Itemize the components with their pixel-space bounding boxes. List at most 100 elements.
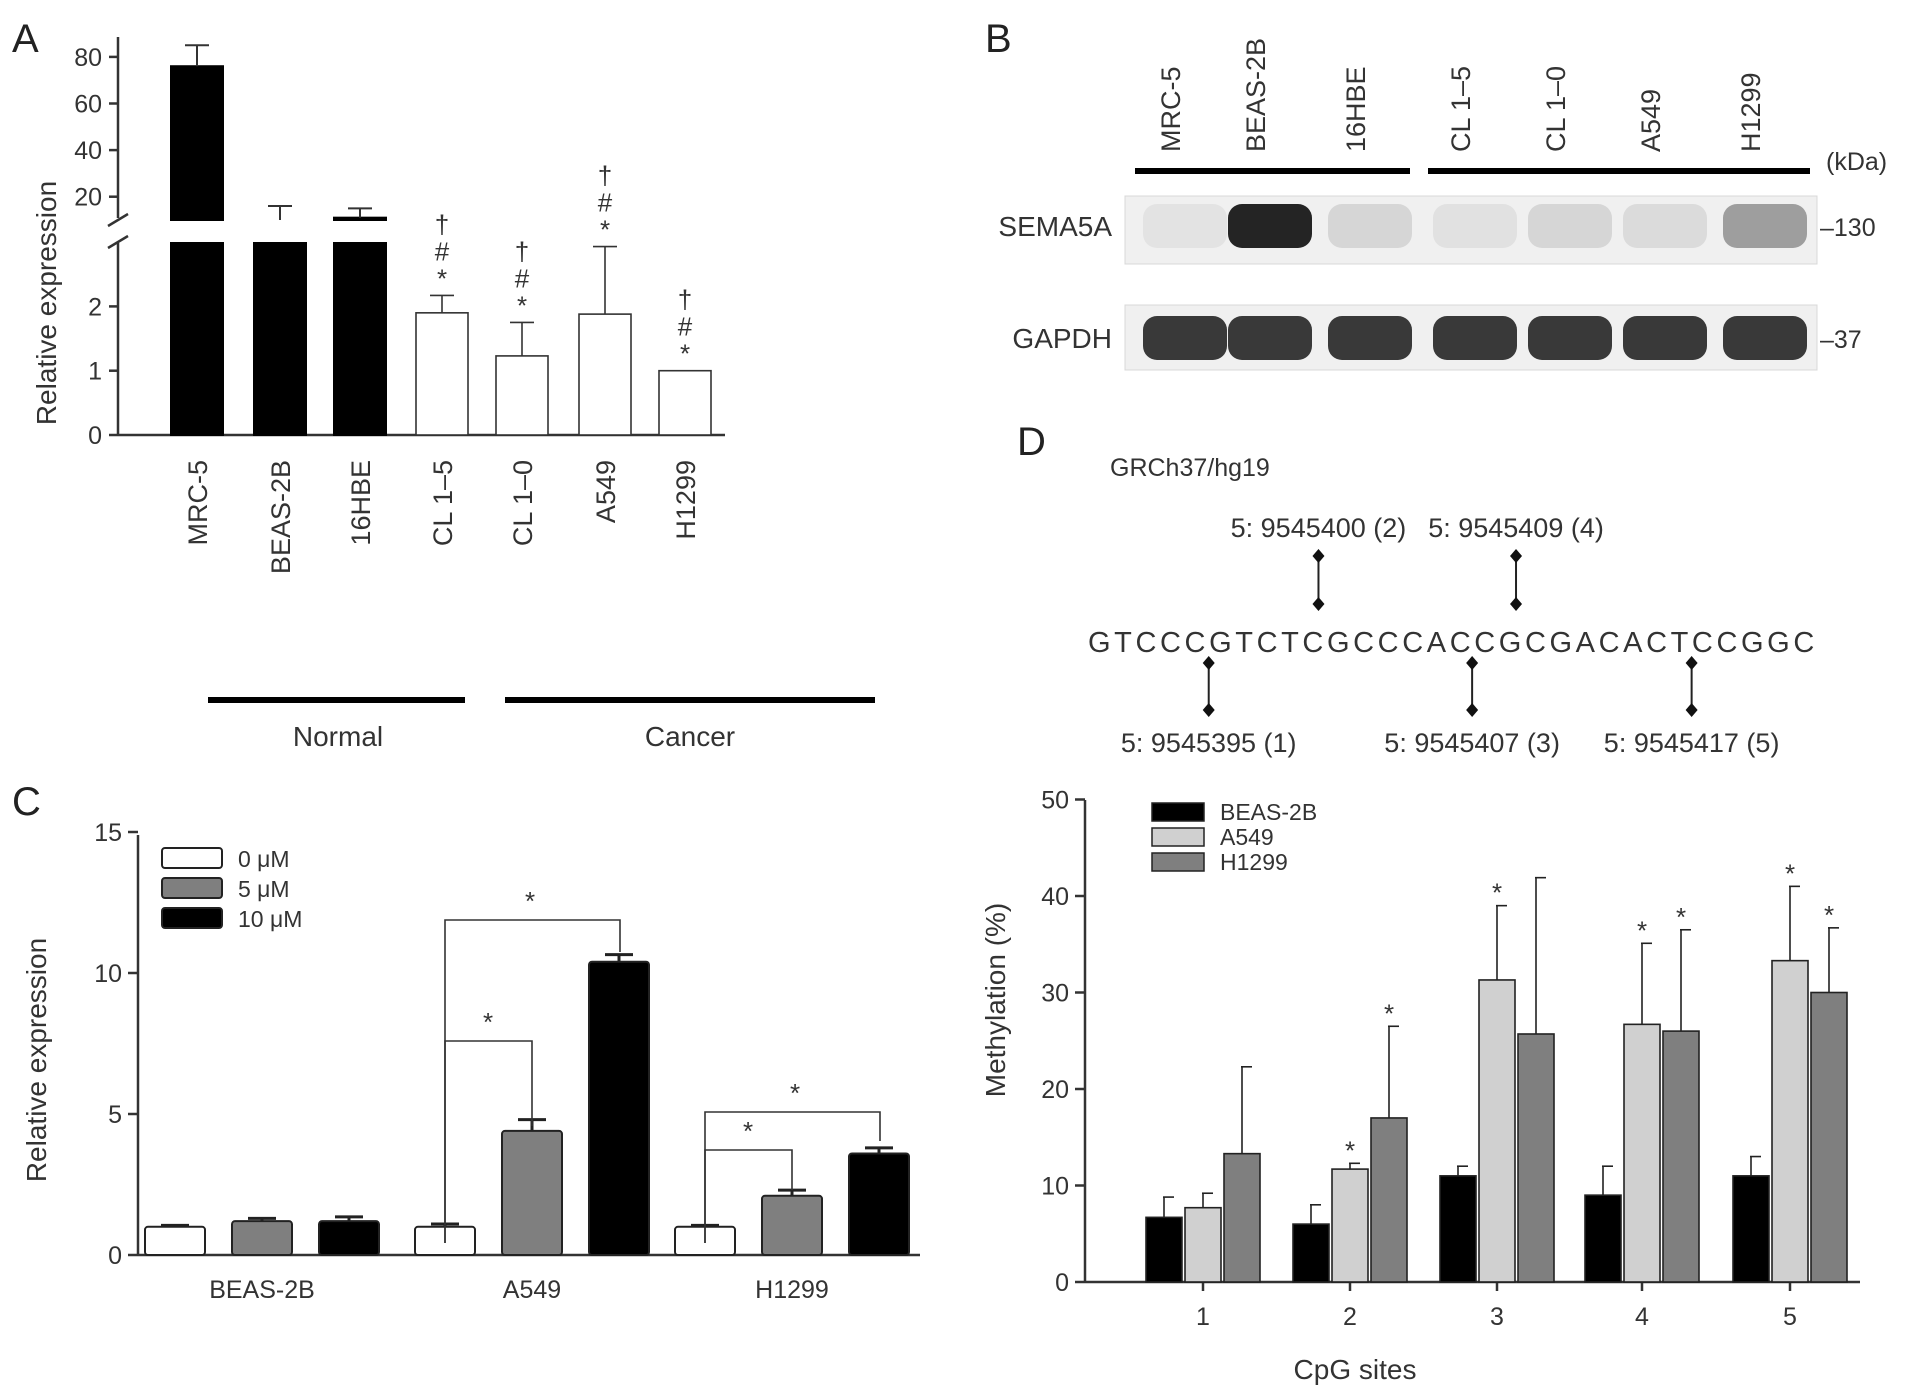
panel-d-xlabel: CpG sites [1294,1354,1417,1385]
panel-a-bar [495,355,549,436]
panel-d-bar [1623,1023,1661,1283]
panel-a-significance-mark: * [600,215,610,245]
panel-d-bar [1478,979,1516,1283]
panel-d-tick-label: 10 [1041,1173,1069,1201]
panel-d-bar [1223,1152,1261,1283]
panel-c-tick-label: 5 [108,1101,122,1129]
cpg-site-marker [1685,703,1698,717]
blot-lane-label: H1299 [1736,72,1766,152]
panel-a-bar [415,312,469,436]
panel-d-significance-mark: * [1676,902,1686,932]
panel-a-category-label: H1299 [671,460,701,540]
panel-d-legend-swatch [1151,802,1205,822]
panel-d-bar [1732,1175,1770,1283]
cpg-site-marker [1510,549,1523,563]
panel-d-legend-swatch [1151,827,1205,847]
panel-a-axis-break-mark [107,234,129,250]
panel-a-category-label: CL 1–5 [428,460,458,546]
cpg-site-label: 5: 9545417 (5) [1604,728,1780,758]
panel-d-category-label: 3 [1490,1303,1504,1331]
panel-c-ylabel: Relative expression [21,938,52,1182]
panel-d-legend-label: BEAS-2B [1220,799,1317,825]
panel-a-bar-upper [170,65,224,221]
panel-d-bar [1184,1206,1222,1283]
blot-band [1623,204,1707,248]
panel-d-bar [1292,1223,1330,1283]
panel-a-tick-label: 0 [88,422,102,450]
panel-d-bar [1771,959,1809,1283]
panel-c-category-label: A549 [503,1276,561,1304]
panel-a-category-label: MRC-5 [183,460,213,546]
panel-a-bar [578,313,632,436]
cpg-site-marker [1202,656,1215,670]
blot-band [1433,316,1517,360]
panel-d-tick-label: 50 [1041,787,1069,815]
cpg-site-label: 5: 9545400 (2) [1231,513,1407,543]
panel-c-legend-label: 10 μM [238,906,302,932]
panel-a-axis-break-mark [107,212,129,228]
panel-c-legend-swatch [161,847,223,869]
panel-d-category-label: 5 [1783,1303,1797,1331]
panel-a-tick-label: 60 [74,91,102,119]
panel-a-significance-mark: * [680,339,690,369]
panel-a-significance-mark: † [435,209,449,239]
panel-d-bar [1145,1216,1183,1283]
panel-c-bar [231,1220,293,1257]
blot-band [1228,316,1312,360]
panel-a-category-label: BEAS-2B [266,460,296,574]
panel-a-tick-label: 40 [74,137,102,165]
panel-d-bar [1584,1194,1622,1283]
panel-c-tick-label: 0 [108,1242,122,1270]
cpg-site-marker [1510,597,1523,611]
panel-c-category-label: BEAS-2B [209,1276,315,1304]
blot-band [1228,204,1312,248]
panel-d-legend-label: H1299 [1220,849,1288,875]
panel-a-significance-mark: † [515,236,529,266]
panel-d-bar [1331,1168,1369,1283]
cpg-sequence: GTCCCGTCTCGCCCACCGCGACACTCCGGC [1088,627,1818,659]
panel-c-bar [501,1129,563,1257]
cpg-site-marker [1202,703,1215,717]
blot-size-marker: –130 [1820,214,1876,242]
panel-d-bar [1439,1175,1477,1283]
panel-b-western-blot: (kDa) MRC-5 BEAS-2B 16HBE CL 1–5 CL 1–0 A549 H… [998,38,1887,371]
panel-a-bar-lower [333,242,387,436]
panel-d-tick-label: 0 [1055,1269,1069,1297]
panel-d-category-label: 2 [1343,1303,1357,1331]
panel-c-tick-label: 15 [94,819,122,847]
blot-lane-label: MRC-5 [1156,67,1186,153]
panel-a-significance-mark: † [598,161,612,191]
panel-d-significance-mark: * [1345,1135,1355,1165]
panel-a-group-label: Normal [293,721,383,752]
panel-letter-c: C [12,780,41,824]
panel-a-bar-lower [170,242,224,436]
panel-c-legend-swatch [161,877,223,899]
panel-a-significance-mark: # [435,236,450,266]
panel-a-bar-lower [253,242,307,436]
panel-d-legend-label: A549 [1220,824,1274,850]
blot-band [1143,316,1227,360]
panel-d-legend-swatch [1151,852,1205,872]
panel-d-bar [1810,991,1848,1283]
panel-c-legend-swatch [161,907,223,929]
panel-letter-d: D [1017,420,1046,464]
panel-c-legend-label: 5 μM [238,876,290,902]
panel-d-significance-mark: * [1785,858,1795,888]
cpg-site-label: 5: 9545409 (4) [1428,513,1604,543]
panel-c-significance-mark: * [790,1078,800,1108]
panel-a-significance-mark: * [517,290,527,320]
panel-d-bar [1517,1033,1555,1283]
panel-c-bar [848,1152,910,1256]
panel-d-significance-mark: * [1384,998,1394,1028]
panel-c-chart: Relative expression 0 5 10 15 BEAS-2B A549 H12… [21,819,920,1304]
blot-band [1143,204,1227,248]
panel-a-chart: Relative expression 20 40 60 80 0 1 2 MRC-5 BEAS… [31,37,875,752]
blot-band [1723,316,1807,360]
blot-band [1623,316,1707,360]
panel-d-tick-label: 40 [1041,883,1069,911]
panel-d-bar [1662,1030,1700,1283]
panel-a-group-label: Cancer [645,721,735,752]
panel-c-tick-label: 10 [94,960,122,988]
blot-band [1433,204,1517,248]
panel-d-category-label: 4 [1635,1303,1649,1331]
